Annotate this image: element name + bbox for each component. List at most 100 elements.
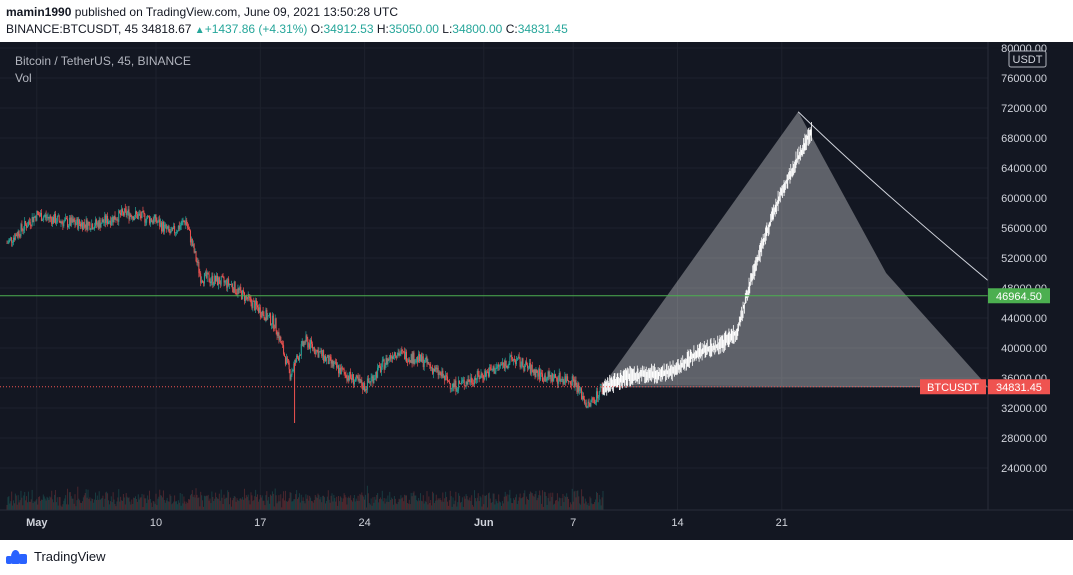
time-axis-ticks[interactable]: May 10 17 24 Jun 7 14 21 [26, 517, 788, 529]
candle-body [455, 380, 457, 392]
volume-bar [445, 491, 447, 510]
volume-bar [117, 497, 119, 510]
volume-bar [263, 500, 265, 510]
candle-body [405, 351, 407, 360]
candle-body [343, 369, 345, 373]
volume-bar [235, 501, 237, 510]
candle-body [312, 347, 314, 349]
volume-bar [59, 497, 61, 510]
candle-body [264, 318, 266, 321]
candle-body [564, 376, 566, 381]
candle-body [293, 363, 295, 370]
volume-bar [453, 504, 455, 510]
volume-bar [100, 498, 102, 510]
volume-bar [44, 498, 46, 510]
volume-bar [449, 490, 451, 510]
candle-body [55, 222, 57, 224]
candle-body [194, 251, 196, 253]
volume-bar [351, 500, 353, 510]
candle-body [159, 219, 161, 227]
volume-bar [451, 506, 453, 510]
candle-body [589, 402, 591, 407]
symbol-tag [920, 379, 986, 395]
candle-body [152, 220, 154, 224]
candle-body [478, 375, 480, 379]
candle-body [392, 356, 394, 359]
tradingview-logo[interactable]: TradingView [6, 549, 106, 564]
candle-body [24, 220, 26, 230]
volume-bar [373, 502, 375, 510]
volume-bar [379, 498, 380, 510]
candle-body [231, 283, 233, 289]
volume-bar [85, 489, 87, 510]
volume-bar [158, 496, 160, 510]
volume-bar [516, 504, 518, 510]
candle-body [208, 274, 210, 282]
volume-bar [479, 496, 481, 510]
volume-bar [554, 503, 556, 510]
volume-bar [39, 496, 41, 510]
candle-body [74, 221, 76, 225]
currency-badge[interactable] [1008, 50, 1047, 68]
candle-body [49, 216, 51, 219]
candle-body [178, 225, 180, 230]
candle-body [334, 362, 336, 364]
volume-bar [426, 491, 428, 510]
candle-body [93, 228, 95, 230]
volume-bar [209, 498, 211, 510]
candle-body [331, 360, 333, 364]
candle-body [338, 365, 340, 374]
volume-bar [394, 498, 396, 510]
author-name[interactable]: mamin1990 [6, 5, 72, 19]
volume-bar [214, 498, 216, 510]
volume-bar [597, 502, 599, 510]
volume-bar [23, 495, 25, 510]
candle-body [398, 352, 400, 356]
volume-bar [278, 495, 280, 510]
volume-bar [17, 495, 19, 510]
candle-body [266, 309, 268, 320]
volume-bar [146, 503, 148, 510]
candle-body [313, 347, 315, 353]
volume-bar [546, 504, 548, 510]
volume-bar [414, 495, 416, 510]
candle-body [96, 222, 98, 225]
candle-body [43, 216, 45, 218]
candle-body [167, 226, 169, 229]
candle-body [148, 216, 150, 224]
volume-bar [52, 499, 54, 510]
candle-body [172, 227, 174, 229]
candle-body [505, 360, 507, 366]
volume-bar [34, 501, 36, 510]
volume-bar [424, 500, 426, 510]
candle-body [470, 377, 472, 383]
volume-bar [594, 502, 596, 510]
volume-bar [399, 499, 401, 510]
volume-bar [385, 498, 387, 510]
price-scale-background[interactable] [988, 42, 1073, 510]
last-price-label: 34831.45 [996, 382, 1042, 394]
candle-body [562, 379, 564, 384]
candle-body [265, 309, 267, 321]
hline-price-label: 46964.50 [996, 291, 1042, 303]
candle-body [568, 381, 570, 383]
candle-body [271, 315, 273, 325]
candle-body [473, 383, 475, 385]
candle-body [351, 377, 353, 380]
volume-bar [92, 498, 94, 510]
candle-body [17, 231, 19, 237]
volume-bar [264, 505, 266, 510]
candle-body [569, 381, 571, 385]
price-chart[interactable]: 24000.0028000.0032000.0036000.0040000.00… [0, 42, 1073, 540]
candle-body [54, 213, 56, 224]
volume-bar [241, 499, 243, 510]
candle-body [540, 372, 542, 380]
candle-body [563, 380, 565, 384]
volume-bar [199, 506, 201, 510]
candle-body [362, 386, 364, 390]
volume-bar [63, 500, 65, 510]
candle-body [232, 288, 234, 293]
candle-body [460, 381, 462, 384]
candle-body [183, 220, 185, 222]
volume-bar [56, 497, 58, 510]
